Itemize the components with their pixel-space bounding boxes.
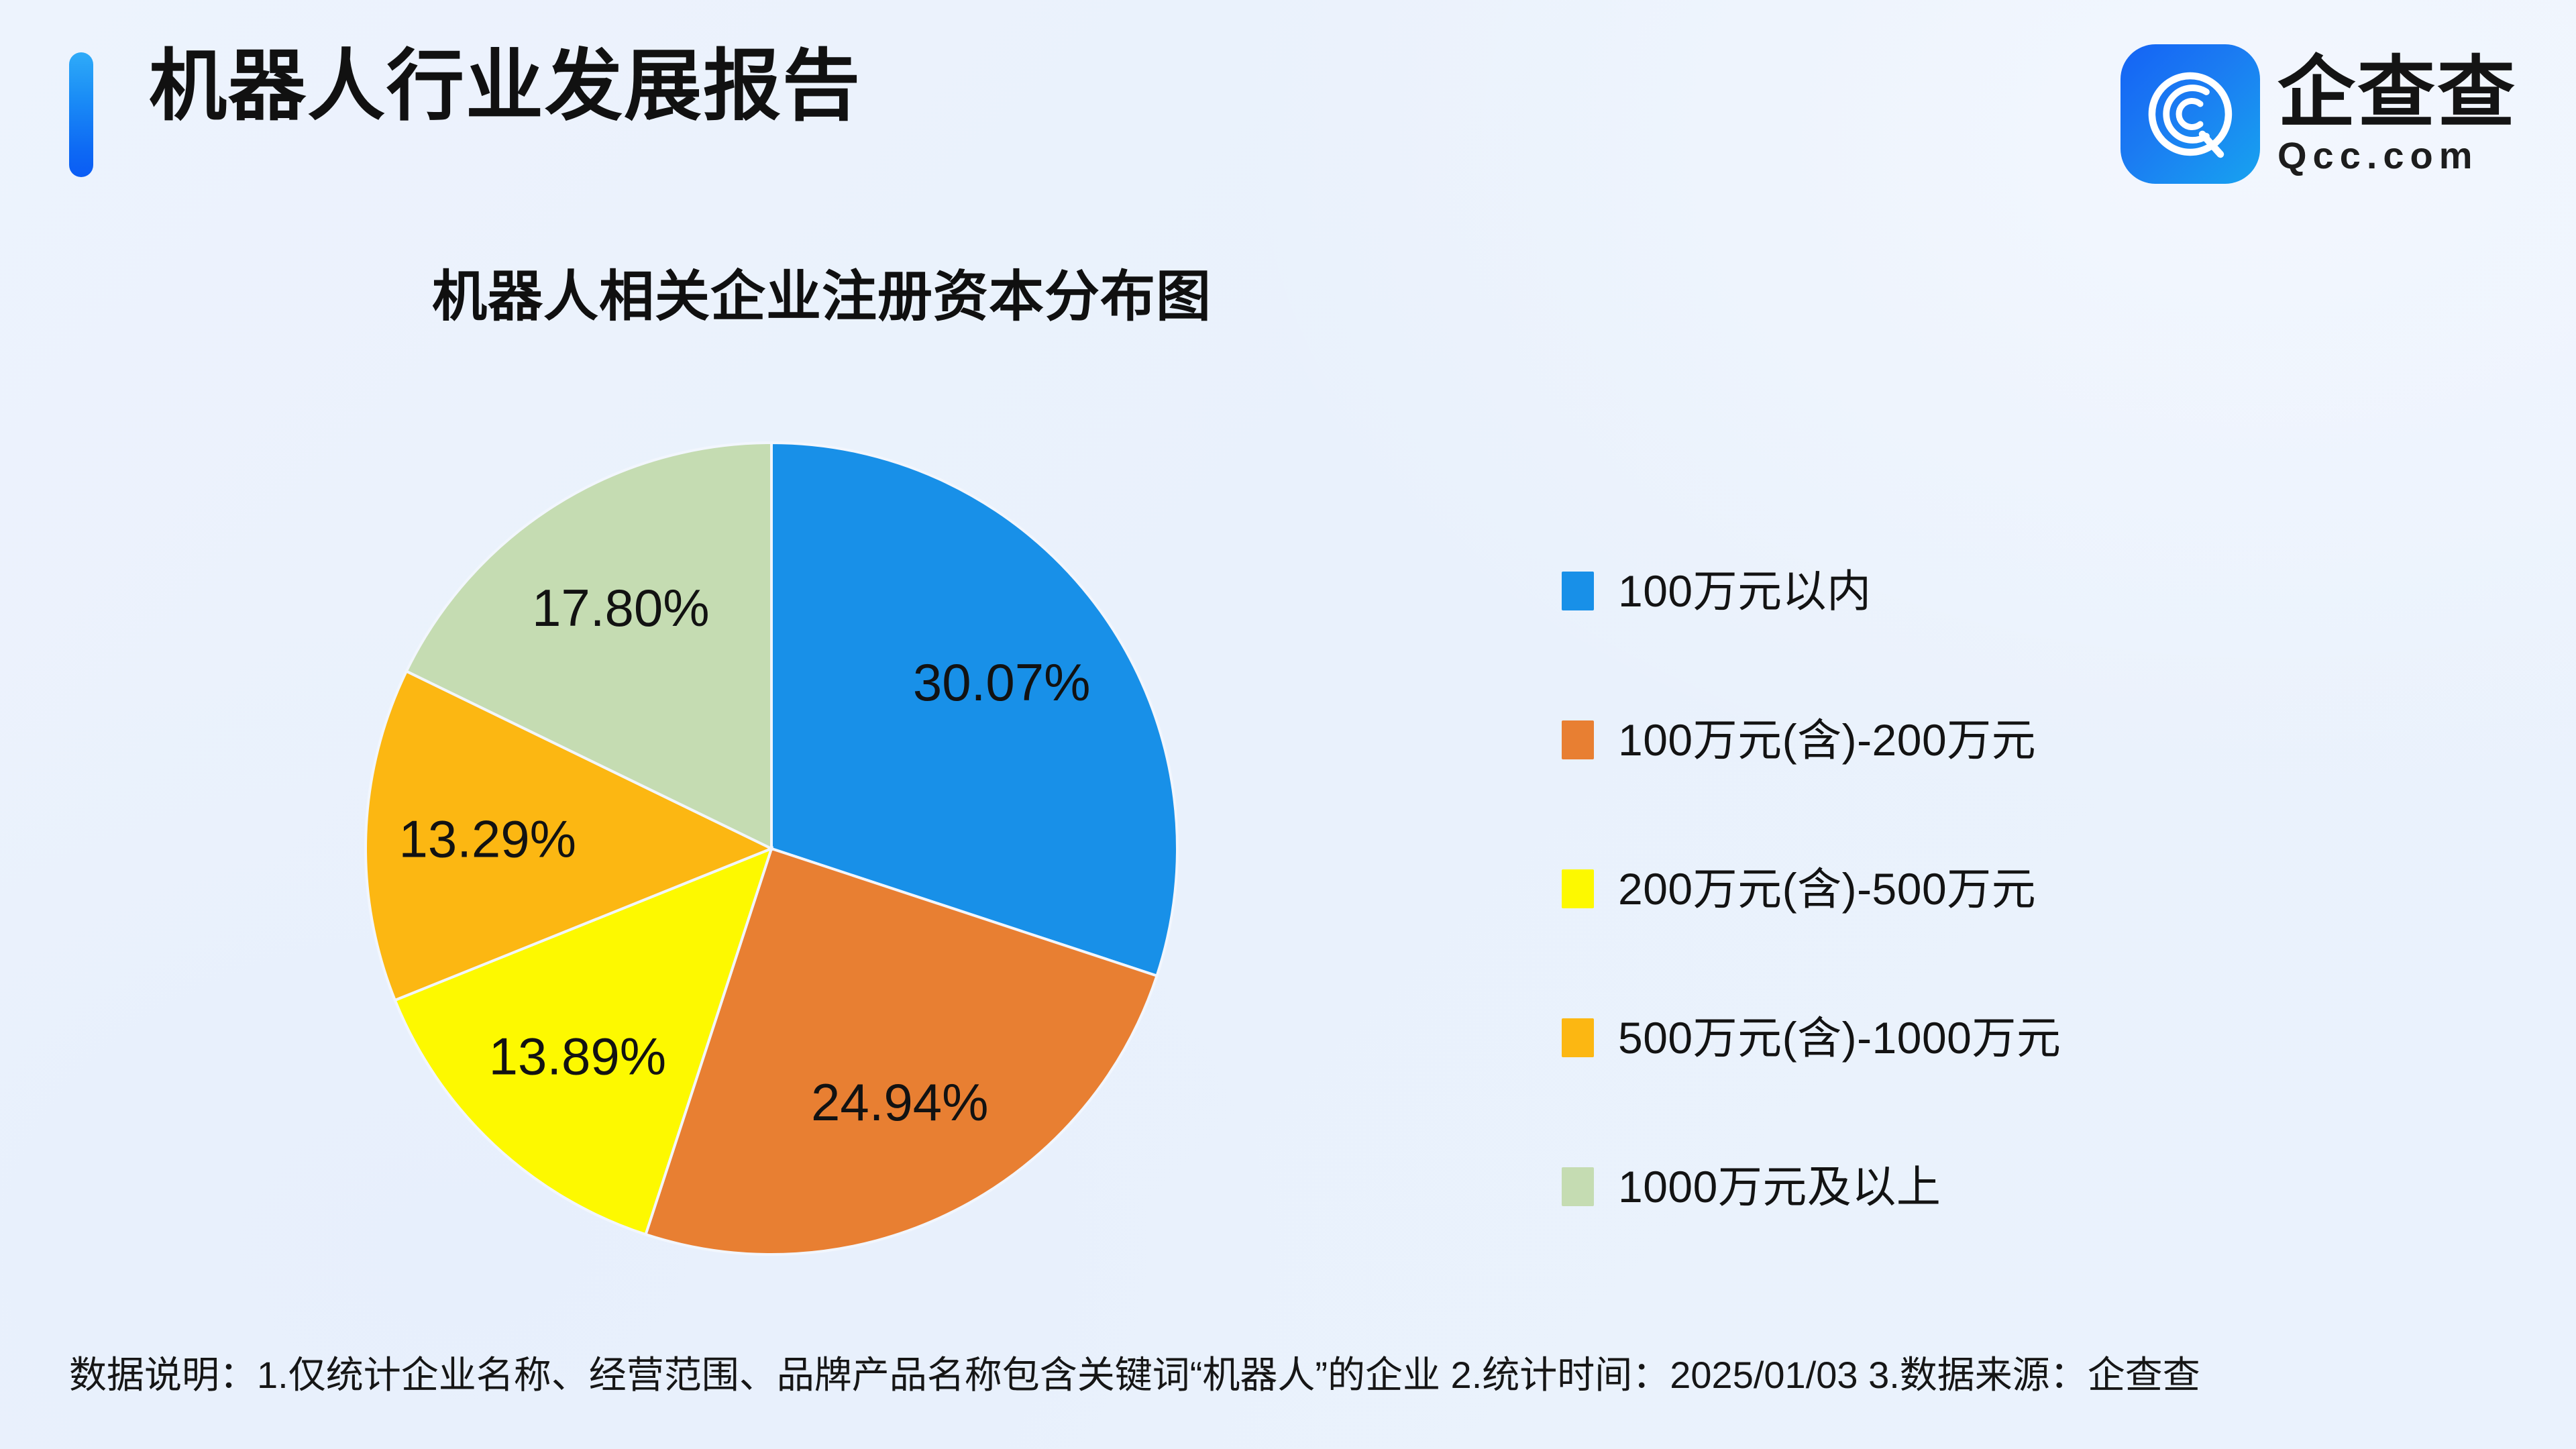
page-header: 机器人行业发展报告 企查查 Qcc.com xyxy=(0,0,2576,221)
legend-label: 100万元(含)-200万元 xyxy=(1618,715,2037,765)
brand-text: 企查查 Qcc.com xyxy=(2277,54,2517,174)
footer-note: 数据说明：1.仅统计企业名称、经营范围、品牌产品名称包含关键词“机器人”的企业 … xyxy=(69,1354,2200,1396)
chart-legend: 100万元以内 100万元(含)-200万元 200万元(含)-500万元 500万元… xyxy=(1562,517,2367,1261)
pie-slice[interactable] xyxy=(770,441,1179,978)
legend-item[interactable]: 200万元(含)-500万元 xyxy=(1562,814,2367,963)
page-title: 机器人行业发展报告 xyxy=(149,42,861,129)
legend-item[interactable]: 500万元(含)-1000万元 xyxy=(1562,963,2367,1112)
brand-domain: Qcc.com xyxy=(2277,134,2479,176)
legend-label: 1000万元及以上 xyxy=(1618,1162,1941,1212)
legend-label: 200万元(含)-500万元 xyxy=(1618,864,2037,914)
title-accent-bar xyxy=(69,52,93,177)
pie-slice[interactable] xyxy=(393,846,774,1236)
legend-label: 100万元以内 xyxy=(1618,566,1872,616)
pie-slice[interactable] xyxy=(643,847,1159,1256)
legend-color-swatch xyxy=(1562,572,1594,610)
pie-chart: 30.07% 24.94% 13.89% 13.29% 17.80% xyxy=(359,436,1184,1261)
legend-color-swatch xyxy=(1562,1167,1594,1206)
brand-logo[interactable]: 企查查 Qcc.com xyxy=(2121,44,2517,184)
legend-item[interactable]: 100万元以内 xyxy=(1562,517,2367,665)
pie-label-group: 30.07% 24.94% 13.89% 13.29% 17.80% xyxy=(398,578,1090,1132)
brand-name: 企查查 xyxy=(2277,49,2517,136)
chart-title: 机器人相关企业注册资本分布图 xyxy=(431,266,1212,327)
legend-color-swatch xyxy=(1562,869,1594,908)
qcc-logo-icon xyxy=(2121,44,2260,184)
legend-color-swatch xyxy=(1562,720,1594,759)
pie-slice-label: 13.29% xyxy=(398,809,576,868)
pie-slice[interactable] xyxy=(364,669,775,1002)
legend-item[interactable]: 1000万元及以上 xyxy=(1562,1112,2367,1261)
legend-color-swatch xyxy=(1562,1018,1594,1057)
pie-slice-label: 13.89% xyxy=(489,1026,667,1085)
pie-slice-label: 17.80% xyxy=(532,578,710,637)
pie-slice-group xyxy=(364,441,1179,1256)
pie-slice-label: 30.07% xyxy=(913,653,1091,712)
pie-slice[interactable] xyxy=(405,441,773,851)
pie-chart-svg: 30.07% 24.94% 13.89% 13.29% 17.80% xyxy=(364,441,1179,1256)
legend-label: 500万元(含)-1000万元 xyxy=(1618,1013,2061,1063)
pie-slice-label: 24.94% xyxy=(811,1073,989,1132)
legend-item[interactable]: 100万元(含)-200万元 xyxy=(1562,665,2367,814)
